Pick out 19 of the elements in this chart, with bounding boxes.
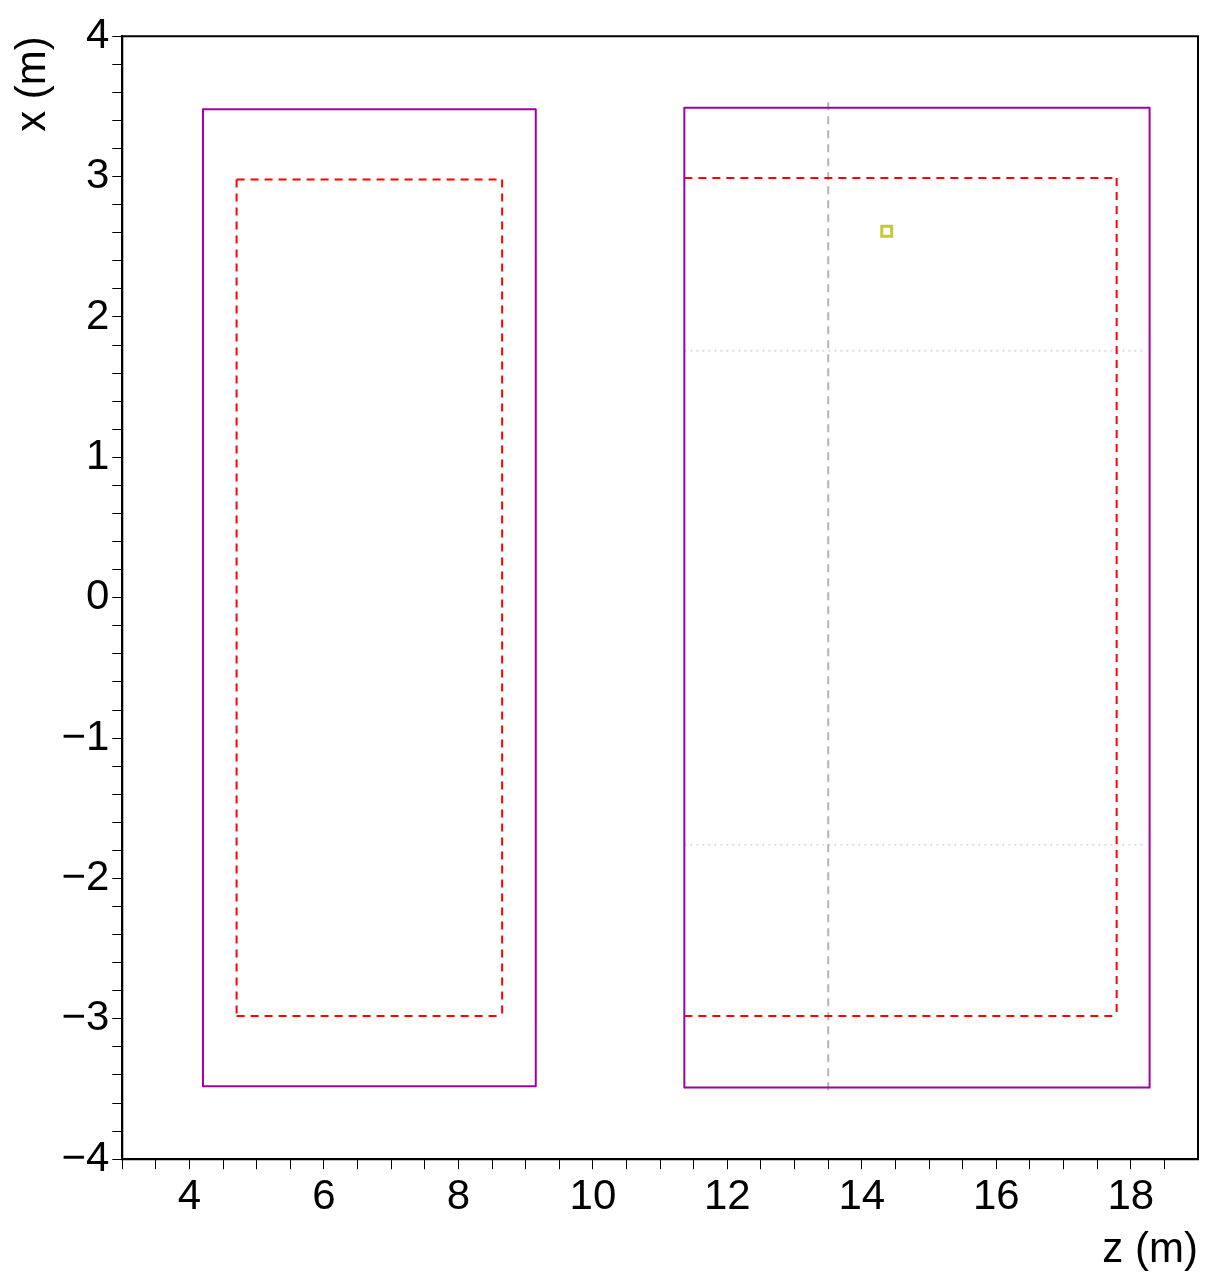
- x-tick-label: 6: [312, 1170, 336, 1218]
- y-tick-label: 4: [85, 9, 110, 57]
- y-tick-label: 1: [85, 430, 110, 478]
- x-tick-label: 14: [838, 1170, 886, 1218]
- x-tick-label: 16: [972, 1170, 1020, 1218]
- y-tick-label: −4: [61, 1132, 110, 1180]
- x-tick-label: 8: [446, 1170, 471, 1218]
- x-tick-label: 4: [177, 1170, 202, 1218]
- y-tick-label: 2: [85, 290, 110, 338]
- y-tick-label: 0: [85, 571, 110, 619]
- y-tick-label: −1: [61, 711, 110, 759]
- x-tick-label: 18: [1107, 1170, 1155, 1218]
- x-tick-label: 10: [569, 1170, 617, 1218]
- x-tick-label: 12: [704, 1170, 751, 1218]
- y-tick-label: 3: [85, 150, 110, 198]
- x-axis-title: z (m): [1102, 1224, 1198, 1272]
- y-tick-label: −3: [61, 992, 110, 1040]
- y-axis-title: x (m): [6, 36, 54, 132]
- y-tick-label: −2: [61, 852, 110, 900]
